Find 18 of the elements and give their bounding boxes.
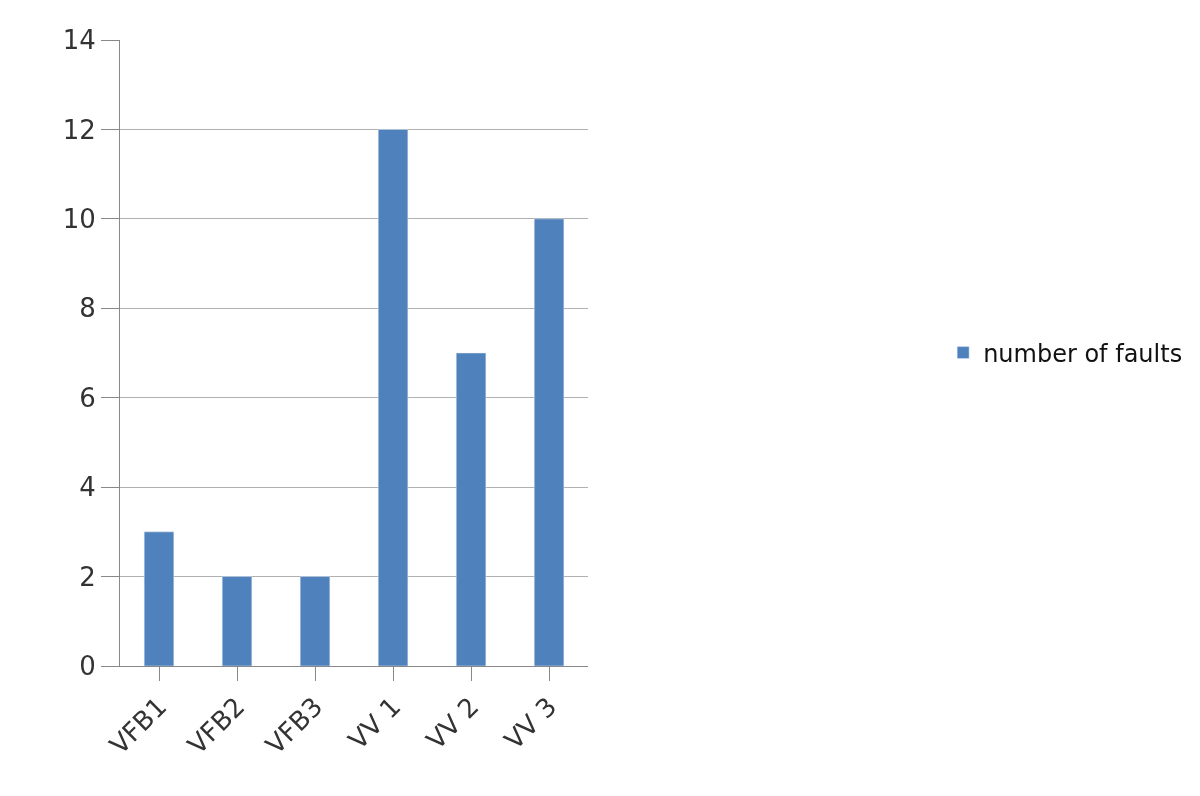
x-tick-label: VV 2 (420, 691, 485, 756)
y-tick-label: 2 (79, 561, 96, 592)
bar (533, 218, 565, 666)
x-tick-label: VV 3 (498, 691, 563, 756)
y-tick-label: 12 (62, 114, 96, 145)
bar (143, 531, 175, 666)
bar (221, 576, 253, 666)
y-tick-label: 6 (79, 382, 96, 413)
bar (455, 352, 487, 666)
y-tick-label: 8 (79, 293, 96, 324)
y-tick-label: 4 (79, 472, 96, 503)
bar (377, 129, 409, 666)
y-tick-label: 14 (62, 25, 96, 56)
legend-label: number of faults (983, 339, 1183, 368)
bar (299, 576, 331, 666)
x-tick-label: VV 1 (342, 691, 407, 756)
y-tick-label: 0 (79, 651, 96, 682)
y-tick-label: 10 (62, 203, 96, 234)
